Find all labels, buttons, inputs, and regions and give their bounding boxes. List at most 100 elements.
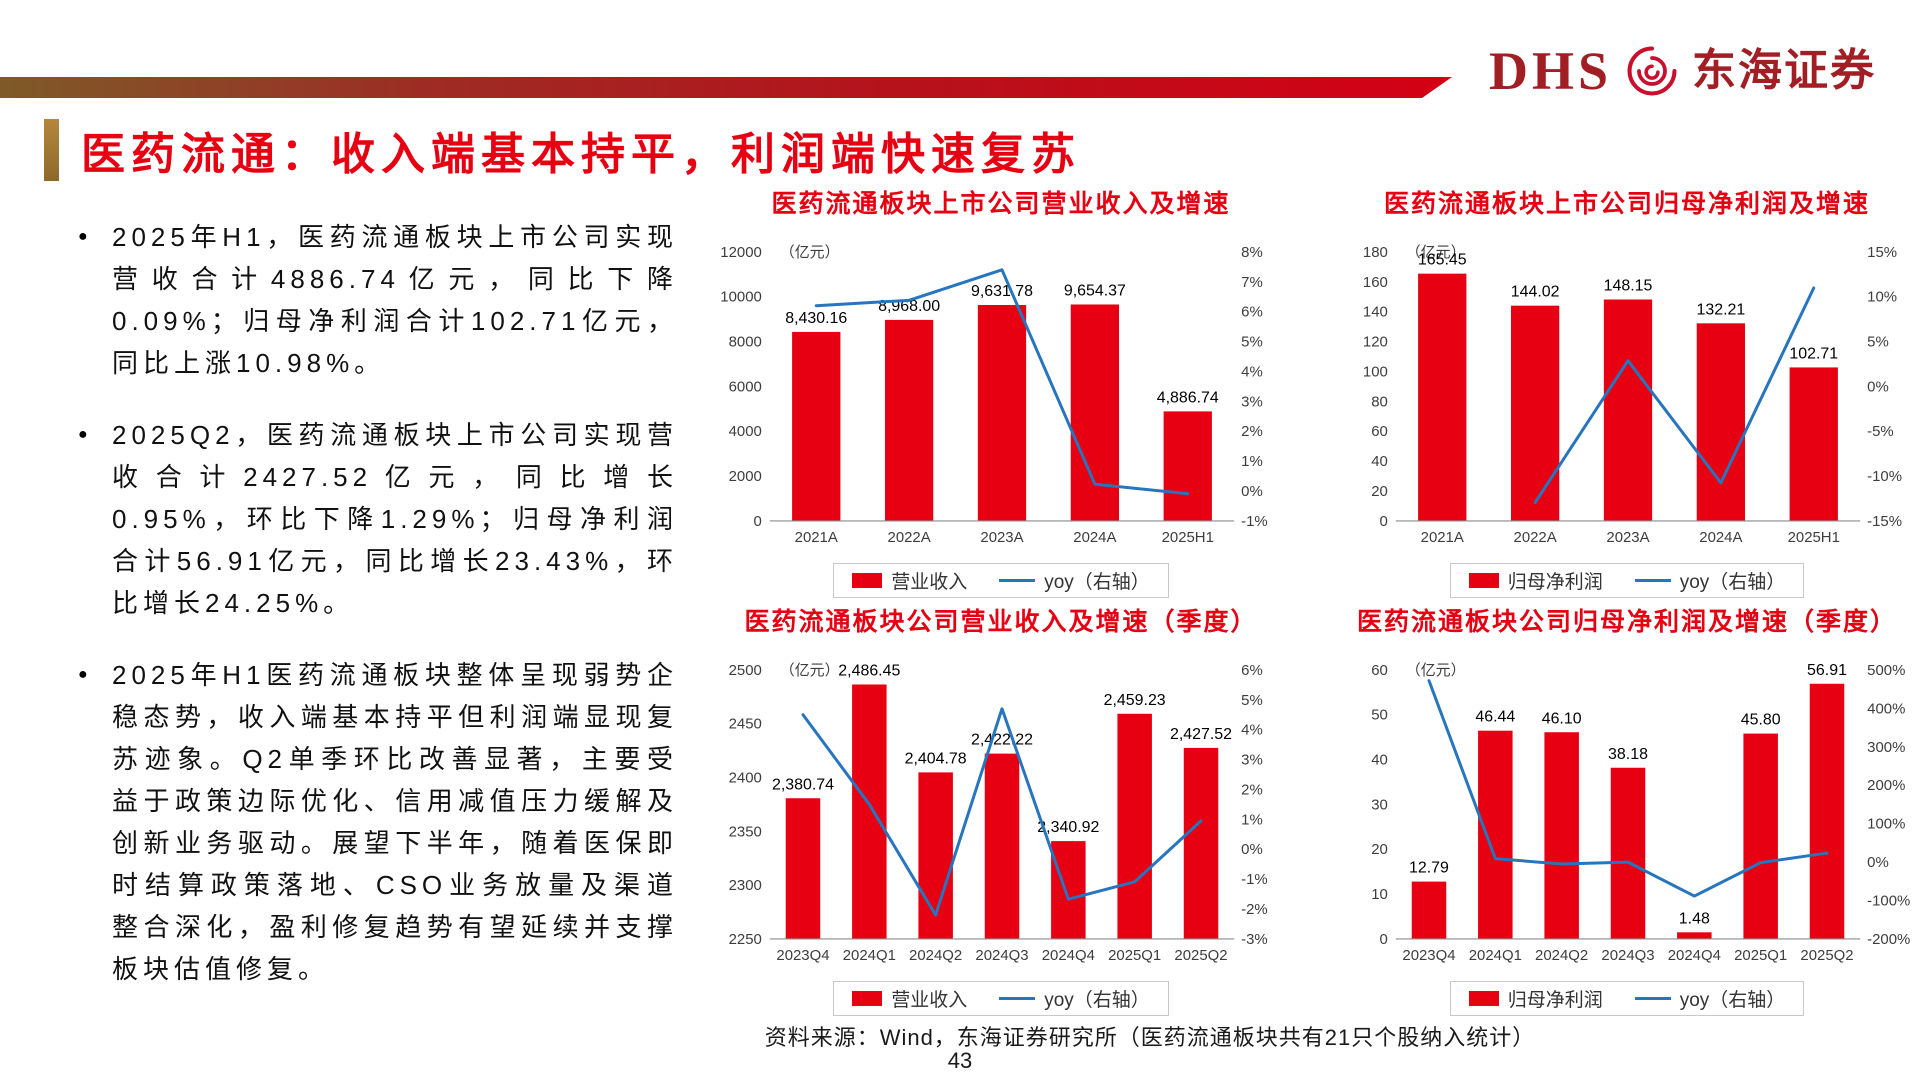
svg-text:2022A: 2022A bbox=[1514, 529, 1557, 546]
svg-text:160: 160 bbox=[1363, 274, 1388, 291]
svg-text:12000: 12000 bbox=[720, 244, 762, 261]
svg-text:9,654.37: 9,654.37 bbox=[1064, 283, 1126, 300]
chart-title-annual-revenue: 医药流通板块上市公司营业收入及增速 bbox=[771, 190, 1231, 218]
chart-title-annual-net-profit: 医药流通板块上市公司归母净利润及增速 bbox=[1383, 190, 1870, 218]
bullet-text-h1-summary: 2025年H1，医药流通板块上市公司实现营收合计4886.74亿元，同比下降0.… bbox=[112, 222, 678, 378]
quarterly-net-profit-chart-canvas: 0 10 20 30 40 50 60 -200% -100% 0% 100% 200% 300% 400… bbox=[1371, 662, 1910, 964]
legend-label-yoy: yoy（右轴） bbox=[1679, 989, 1786, 1011]
svg-text:2,340.92: 2,340.92 bbox=[1037, 819, 1099, 836]
chart-legend: 归母净利润 yoy（右轴） bbox=[1449, 980, 1805, 1016]
svg-text:2024Q4: 2024Q4 bbox=[1042, 947, 1095, 964]
svg-text:2022A: 2022A bbox=[888, 529, 931, 546]
svg-text:2450: 2450 bbox=[729, 716, 762, 733]
svg-text:2025Q2: 2025Q2 bbox=[1174, 947, 1227, 964]
legend-label-net-profit: 归母净利润 bbox=[1507, 571, 1603, 593]
svg-text:2021A: 2021A bbox=[1421, 529, 1464, 546]
chart-title-quarterly-net-profit: 医药流通板块公司归母净利润及增速（季度） bbox=[1356, 607, 1897, 636]
svg-text:2500: 2500 bbox=[729, 662, 762, 679]
svg-text:-2%: -2% bbox=[1241, 901, 1268, 918]
svg-text:100: 100 bbox=[1363, 363, 1388, 380]
svg-text:2300: 2300 bbox=[729, 877, 762, 894]
svg-text:12.79: 12.79 bbox=[1409, 859, 1449, 876]
svg-text:300%: 300% bbox=[1867, 739, 1905, 756]
title-row: 医药流通：收入端基本持平，利润端快速复苏 bbox=[44, 118, 1081, 182]
chart-legend: 归母净利润 yoy（右轴） bbox=[1449, 562, 1805, 598]
page-number: 43 bbox=[947, 1048, 973, 1073]
bullet-list: ● 2025年H1，医药流通板块上市公司实现营收合计4886.74亿元，同比下降… bbox=[78, 216, 678, 1020]
svg-text:2250: 2250 bbox=[729, 931, 762, 948]
svg-text:2024Q3: 2024Q3 bbox=[975, 947, 1028, 964]
legend-label-net-profit: 归母净利润 bbox=[1507, 989, 1603, 1011]
svg-text:（亿元）: （亿元） bbox=[780, 244, 840, 261]
svg-text:-10%: -10% bbox=[1867, 468, 1902, 485]
bullet-icon: ● bbox=[78, 228, 88, 245]
svg-text:2024A: 2024A bbox=[1699, 529, 1742, 546]
svg-text:100%: 100% bbox=[1867, 815, 1905, 832]
svg-text:180: 180 bbox=[1363, 244, 1388, 261]
chart-annual-revenue: 医药流通板块上市公司营业收入及增速 0 2000 4000 6000 8000 10000… bbox=[712, 188, 1290, 598]
svg-text:9,631.78: 9,631.78 bbox=[971, 283, 1033, 300]
svg-text:10%: 10% bbox=[1867, 289, 1897, 306]
svg-text:144.02: 144.02 bbox=[1511, 284, 1560, 301]
svg-text:132.21: 132.21 bbox=[1696, 301, 1745, 318]
svg-text:2%: 2% bbox=[1241, 781, 1263, 798]
svg-text:-1%: -1% bbox=[1241, 871, 1268, 888]
bullet-item: ● 2025年H1，医药流通板块上市公司实现营收合计4886.74亿元，同比下降… bbox=[78, 216, 678, 384]
legend-label-revenue: 营业收入 bbox=[891, 989, 968, 1011]
svg-text:（亿元）: （亿元） bbox=[1406, 244, 1466, 261]
svg-text:2023Q4: 2023Q4 bbox=[776, 947, 829, 964]
svg-text:2021A: 2021A bbox=[795, 529, 838, 546]
svg-text:20: 20 bbox=[1371, 841, 1388, 858]
svg-text:10: 10 bbox=[1371, 886, 1388, 903]
svg-text:2025Q2: 2025Q2 bbox=[1800, 947, 1853, 964]
line-series-swatch bbox=[1634, 578, 1671, 582]
svg-text:8%: 8% bbox=[1241, 244, 1263, 261]
svg-text:1%: 1% bbox=[1241, 811, 1263, 828]
svg-text:（亿元）: （亿元） bbox=[1406, 662, 1466, 679]
bar-series-swatch bbox=[852, 990, 883, 1006]
header-accent-bar bbox=[0, 77, 1452, 98]
svg-text:5%: 5% bbox=[1241, 692, 1263, 709]
logo-company-name: 东海证券 bbox=[1692, 46, 1876, 95]
line-series-swatch bbox=[999, 996, 1036, 1000]
svg-text:120: 120 bbox=[1363, 334, 1388, 351]
svg-text:0: 0 bbox=[1380, 513, 1388, 530]
svg-text:-15%: -15% bbox=[1867, 513, 1902, 530]
svg-text:10000: 10000 bbox=[720, 289, 762, 306]
annual-revenue-chart-canvas: 0 2000 4000 6000 8000 10000 12000 -1% 0% 1% 2% 3% 4%… bbox=[720, 244, 1267, 546]
quarterly-revenue-chart-canvas: 2250 2300 2350 2400 2450 2500 -3% -2% -1% 0% 1% 2% 3… bbox=[729, 662, 1268, 964]
svg-text:（亿元）: （亿元） bbox=[780, 662, 840, 679]
svg-text:2024A: 2024A bbox=[1073, 529, 1116, 546]
bar-series-swatch bbox=[1468, 572, 1499, 588]
svg-text:2023Q4: 2023Q4 bbox=[1402, 947, 1455, 964]
svg-text:6%: 6% bbox=[1241, 662, 1263, 679]
title-marker-bar bbox=[44, 119, 59, 181]
svg-text:3%: 3% bbox=[1241, 751, 1263, 768]
svg-text:46.44: 46.44 bbox=[1475, 709, 1515, 726]
svg-text:0%: 0% bbox=[1867, 854, 1889, 871]
svg-text:-200%: -200% bbox=[1867, 931, 1910, 948]
charts-grid: 医药流通板块上市公司营业收入及增速 0 2000 4000 6000 8000 10000… bbox=[712, 188, 1916, 1016]
page-title: 医药流通：收入端基本持平，利润端快速复苏 bbox=[81, 130, 1081, 179]
svg-text:148.15: 148.15 bbox=[1604, 278, 1653, 295]
legend-label-revenue: 营业收入 bbox=[891, 571, 968, 593]
bullet-text-q2-summary: 2025Q2，医药流通板块上市公司实现营收合计2427.52亿元，同比增长0.9… bbox=[112, 420, 678, 618]
svg-text:2350: 2350 bbox=[729, 823, 762, 840]
svg-text:2,404.78: 2,404.78 bbox=[905, 750, 967, 767]
svg-text:45.80: 45.80 bbox=[1741, 711, 1781, 728]
svg-text:56.91: 56.91 bbox=[1807, 662, 1847, 679]
svg-text:2025Q1: 2025Q1 bbox=[1108, 947, 1161, 964]
chart-legend: 营业收入 yoy（右轴） bbox=[833, 562, 1169, 598]
svg-text:140: 140 bbox=[1363, 304, 1388, 321]
svg-text:2024Q1: 2024Q1 bbox=[1469, 947, 1522, 964]
svg-text:500%: 500% bbox=[1867, 662, 1905, 679]
svg-text:2024Q2: 2024Q2 bbox=[1535, 947, 1588, 964]
svg-text:2,486.45: 2,486.45 bbox=[838, 662, 900, 679]
line-series-swatch bbox=[999, 578, 1036, 582]
bullet-icon: ● bbox=[78, 666, 88, 683]
svg-text:6000: 6000 bbox=[729, 378, 762, 395]
svg-text:2023A: 2023A bbox=[980, 529, 1023, 546]
svg-text:2023A: 2023A bbox=[1606, 529, 1649, 546]
svg-text:2025Q1: 2025Q1 bbox=[1734, 947, 1787, 964]
